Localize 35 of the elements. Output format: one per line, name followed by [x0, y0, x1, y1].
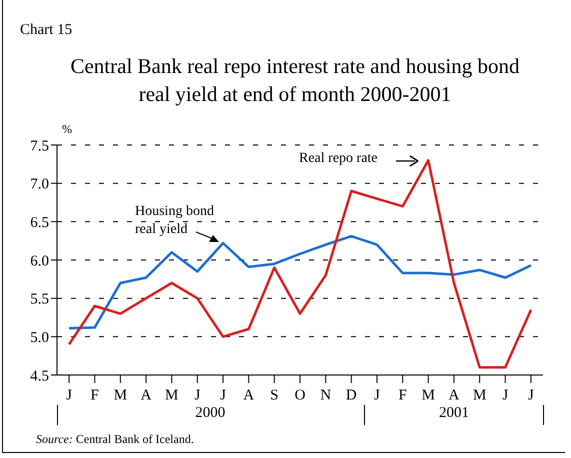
source-note: Source: Central Bank of Iceland. — [36, 432, 194, 447]
y-tick-label: 5.0 — [30, 330, 49, 346]
text: Real repo rate — [299, 151, 378, 167]
caption: Chart 15 — [20, 22, 72, 39]
y-tick-label: 7.5 — [30, 138, 49, 154]
x-tick-label: S — [270, 388, 279, 404]
x-tick-label: F — [398, 388, 407, 404]
x-tick-label: J — [374, 388, 380, 404]
y-tick-label: 7.0 — [30, 176, 49, 193]
x-tick-label: A — [140, 388, 152, 404]
y-tick-label: 6.5 — [30, 214, 49, 231]
x-tick-label: A — [243, 388, 254, 404]
series-label: Housing bond real yield — [135, 203, 215, 239]
x-tick-label: F — [90, 388, 99, 404]
x-tick-label: M — [165, 388, 178, 404]
chart-title: Central Bank real repo interest rate and housing bond real yield at end of month 2000-2001 — [69, 53, 521, 108]
x-tick-label: M — [422, 388, 435, 404]
line-series — [68, 234, 532, 330]
y-tick-label: 4.5 — [30, 368, 49, 384]
text: 2001 — [438, 405, 470, 422]
x-tick-label: O — [294, 388, 306, 404]
x-tick-label: J — [502, 388, 508, 404]
x-tick-label: N — [320, 388, 332, 404]
y-axis-title: % — [62, 122, 72, 137]
text: 2000 — [194, 405, 226, 422]
x-tick-label: D — [346, 388, 357, 404]
x-tick-label: J — [220, 388, 226, 404]
x-tick-label: J — [528, 388, 534, 404]
y-tick-label: 6.0 — [30, 253, 49, 270]
x-tick-label: J — [66, 388, 72, 404]
x-tick-label: M — [472, 388, 486, 404]
y-tick-label: 5.5 — [30, 292, 49, 308]
x-tick-label: J — [194, 388, 200, 404]
x-tick-label: A — [448, 388, 460, 404]
x-tick-label: M — [114, 388, 128, 404]
